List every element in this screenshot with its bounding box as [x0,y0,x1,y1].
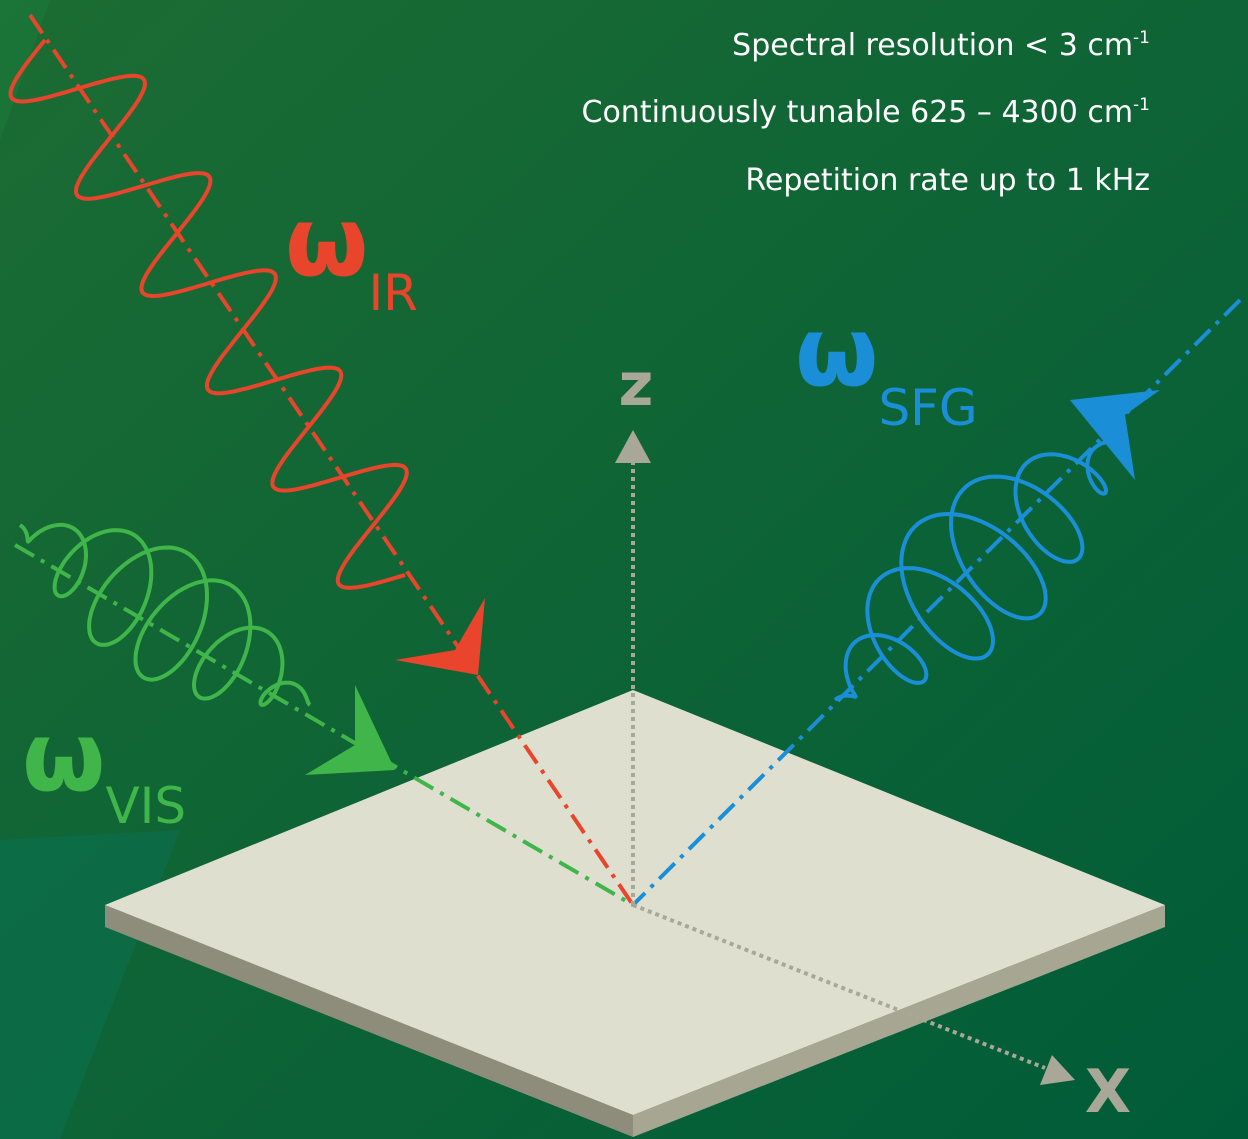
vis-arrowhead [305,685,395,775]
omega: ω [285,186,368,298]
vis-label: ωVIS [22,701,186,835]
plate-side [633,905,1165,1137]
sfg-arrowhead [1070,390,1160,480]
spec-text: Repetition rate up to 1 kHz [745,163,1150,198]
spec-text: Spectral resolution < 3 cm [732,28,1133,63]
ir-wave [8,38,409,590]
subscript: IR [368,264,418,322]
subscript: SFG [878,379,977,437]
subscript: VIS [105,777,186,835]
sfg-wave [833,438,1122,702]
spec-sup: -1 [1133,95,1150,115]
sfg-label: ωSFG [795,296,978,437]
omega: ω [795,296,878,408]
background-shard [0,0,50,140]
vis-wave [18,522,312,707]
x-arrow [1040,1055,1075,1085]
x-axis [632,903,1046,1070]
spec-line: Continuously tunable 625 – 4300 cm-1 [582,95,1151,130]
ir-beam [28,13,635,907]
omega: ω [22,701,105,813]
z-arrow [615,430,651,463]
plate-side [105,905,633,1137]
spec-text: Continuously tunable 625 – 4300 cm [582,95,1134,130]
ir-label: ωIR [285,186,418,322]
spec-line: Repetition rate up to 1 kHz [745,163,1150,198]
spec-sup: -1 [1133,28,1150,48]
ir-arrowhead [395,598,485,675]
vis-beam [13,543,635,907]
spec-line: Spectral resolution < 3 cm-1 [732,28,1150,63]
z-label: z [619,350,654,420]
x-label: X [1085,1057,1131,1127]
